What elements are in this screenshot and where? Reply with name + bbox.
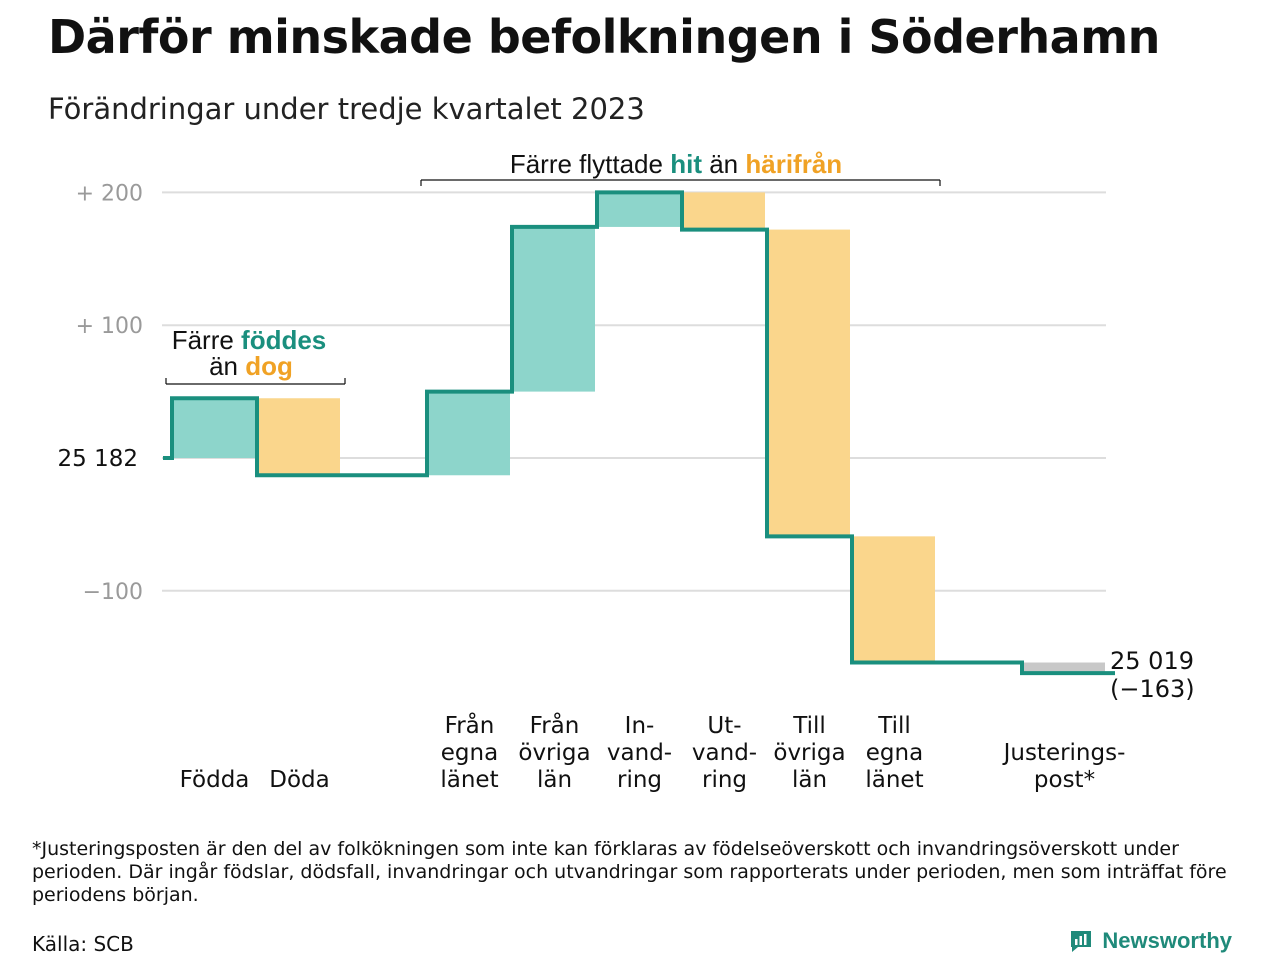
waterfall-bar [512, 226, 595, 392]
x-category-label: vand- [607, 740, 672, 766]
x-category-label: Från [530, 711, 580, 739]
x-category-label: Ut- [707, 713, 741, 739]
y-tick-label: −100 [83, 580, 143, 605]
outflow-highlight: härifrån [745, 149, 842, 179]
grid-layer [162, 191, 1106, 592]
x-category-label: län [537, 767, 572, 793]
births-annotation-text: Färre [172, 325, 241, 355]
x-category-label: Justerings- [1002, 740, 1126, 766]
x-category-label: länet [865, 767, 923, 793]
x-category-label: län [792, 767, 827, 793]
waterfall-bar [852, 536, 935, 663]
end-value-label: 25 019 [1110, 647, 1194, 675]
migration-annotation: Färre flyttade hit än härifrån [510, 149, 842, 179]
y-tick-label: + 100 [76, 314, 143, 339]
births-annotation-line2: än dog [209, 351, 293, 381]
waterfall-bar [767, 229, 850, 537]
x-category-label: övriga [518, 740, 590, 766]
x-category-label: övriga [773, 740, 845, 766]
y-tick-label: + 200 [76, 181, 143, 206]
chart-title: Därför minskade befolkningen i Söderhamn [48, 10, 1160, 64]
migration-annotation-text: Färre flyttade [510, 149, 670, 179]
x-category-label: ring [702, 767, 747, 793]
start-value-label: 25 182 [58, 446, 138, 472]
x-category-label: ring [617, 767, 662, 793]
x-category-label: Döda [269, 767, 329, 793]
chart-subtitle: Förändringar under tredje kvartalet 2023 [48, 92, 645, 126]
x-category-label: post* [1034, 767, 1095, 793]
waterfall-bar [597, 192, 680, 227]
births-annotation-line1: Färre föddes [172, 325, 327, 355]
cumulative-line [163, 190, 1115, 676]
waterfall-bar [257, 398, 340, 476]
waterfall-bar [1022, 662, 1105, 674]
inflow-highlight: hit [670, 149, 702, 179]
x-category-label: Till [792, 713, 826, 739]
brand-name: Newsworthy [1102, 928, 1232, 953]
births-annotation-text: än [209, 351, 245, 381]
bar-layer [172, 192, 1105, 674]
waterfall-bar [172, 398, 255, 458]
x-category-label: vand- [692, 740, 757, 766]
x-category-label: länet [440, 767, 498, 793]
waterfall-bar [682, 192, 765, 230]
births-highlight: föddes [241, 325, 326, 355]
x-category-label: Från [445, 711, 495, 739]
x-category-label: Till [877, 713, 911, 739]
line-layer [163, 190, 1115, 676]
end-change-label: (−163) [1110, 675, 1195, 703]
brand[interactable]: Newsworthy [1068, 928, 1232, 954]
newsworthy-logo-icon [1071, 931, 1092, 952]
x-category-label: Födda [180, 767, 250, 793]
footnote: *Justeringsposten är den del av folkökni… [32, 838, 1227, 906]
migration-annotation-text: än [702, 149, 745, 179]
x-category-label: egna [866, 740, 923, 766]
x-category-label: egna [441, 740, 498, 766]
deaths-highlight: dog [245, 351, 293, 381]
x-category-label: In- [625, 713, 655, 739]
waterfall-bar [427, 391, 510, 476]
source-note: Källa: SCB [32, 932, 134, 956]
